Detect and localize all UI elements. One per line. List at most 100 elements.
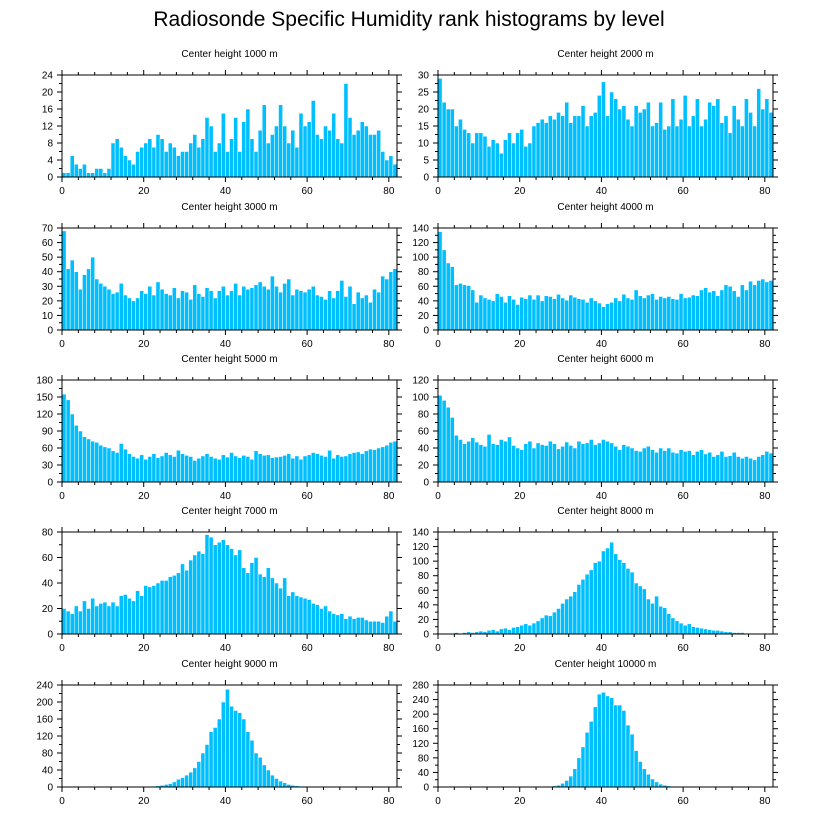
y-tick-label: 120 (412, 542, 429, 553)
histogram-bar (196, 457, 202, 483)
histogram-bar (499, 296, 504, 331)
histogram-bar (695, 295, 700, 331)
histogram-bar (266, 288, 271, 331)
histogram-bar (633, 750, 639, 788)
histogram-bar (654, 452, 659, 483)
histogram-bar (695, 627, 700, 635)
histogram-bar (682, 451, 688, 483)
histogram-bar (666, 613, 672, 635)
x-tick-label: 60 (678, 796, 690, 807)
histogram-bar (695, 451, 700, 483)
y-tick-label: 140 (412, 528, 429, 539)
histogram-bar (290, 591, 296, 635)
histogram-bar (735, 296, 741, 331)
histogram-bar (560, 297, 565, 331)
histogram-bar (78, 610, 83, 635)
histogram-bar (212, 297, 218, 331)
x-tick-label: 0 (59, 643, 65, 654)
histogram-bar (605, 547, 610, 635)
histogram-bar (327, 290, 332, 331)
histogram-bar (740, 457, 745, 483)
histogram-bar (531, 125, 537, 178)
histogram-bar (90, 172, 95, 178)
histogram-bar (388, 442, 394, 483)
y-tick-label: 20 (418, 615, 430, 626)
histogram-bar (650, 125, 655, 178)
histogram-bar (601, 439, 606, 483)
histogram-bar (560, 115, 565, 178)
x-tick-label: 60 (678, 186, 690, 197)
histogram-bar (315, 453, 320, 483)
histogram-bar (380, 275, 385, 331)
histogram-bar (233, 283, 238, 331)
histogram-bar (86, 438, 91, 483)
histogram-bar (102, 286, 108, 331)
histogram-bar (543, 445, 549, 483)
histogram-bar (376, 621, 381, 635)
histogram-bar (221, 113, 226, 178)
histogram-bar (666, 447, 672, 483)
histogram-bar (437, 78, 443, 178)
histogram-bar (151, 147, 157, 178)
histogram-bar (212, 457, 218, 483)
histogram-bar (298, 290, 304, 331)
y-tick-label: 140 (412, 224, 429, 235)
y-tick-label: 30 (42, 282, 54, 293)
histogram-bar (123, 594, 128, 635)
histogram-bar (597, 693, 602, 788)
histogram-bar (686, 450, 692, 483)
histogram-bar (503, 440, 508, 483)
histogram-bar (147, 586, 153, 635)
histogram-bar (715, 630, 721, 635)
y-tick-label: 120 (412, 739, 429, 750)
histogram-bar (306, 288, 312, 331)
histogram-bar (225, 544, 230, 635)
histogram-bar (621, 294, 627, 331)
histogram-bar (527, 440, 533, 483)
histogram-panel: Center height 5000 m 0 20 40 60 80 0 30 60 90 120 1… (36, 354, 402, 502)
y-tick-label: 15 (418, 122, 430, 133)
x-tick-label: 0 (59, 339, 65, 350)
histogram-bar (764, 451, 770, 483)
histogram-bar (135, 297, 140, 331)
histogram-bar (102, 601, 108, 635)
histogram-bar (613, 98, 619, 178)
histogram-bar (176, 572, 181, 635)
histogram-bar (319, 296, 324, 331)
histogram-bar (253, 450, 259, 483)
histogram-bar (229, 706, 234, 788)
histogram-bar (474, 441, 480, 483)
histogram-bar (711, 456, 717, 483)
histogram-bar (200, 138, 206, 178)
histogram-bar (208, 536, 214, 635)
histogram-bar (503, 302, 508, 331)
histogram-bar (560, 603, 565, 635)
histogram-bar (319, 138, 324, 178)
histogram-bar (278, 456, 283, 483)
histogram-bar (110, 142, 116, 178)
panel-title: Center height 8000 m (557, 506, 653, 517)
histogram-bar (445, 262, 451, 331)
histogram-bar (605, 115, 610, 178)
histogram-bar (151, 294, 157, 331)
histogram-bar (278, 104, 283, 178)
x-tick-label: 20 (514, 491, 526, 502)
histogram-bar (114, 452, 120, 483)
x-tick-label: 20 (514, 339, 526, 350)
histogram-bar (139, 290, 144, 331)
histogram-bar (355, 617, 361, 635)
histogram-bar (155, 134, 161, 178)
histogram-bar (580, 105, 586, 178)
histogram-bar (445, 108, 451, 178)
histogram-bar (527, 294, 533, 331)
histogram-bar (535, 442, 541, 483)
histogram-bar (617, 449, 623, 483)
histogram-bar (454, 435, 459, 483)
histogram-bar (592, 562, 598, 635)
histogram-bar (642, 447, 647, 483)
histogram-bar (527, 625, 533, 635)
x-tick-label: 20 (514, 643, 526, 654)
y-tick-label: 20 (42, 296, 54, 307)
y-tick-label: 180 (36, 376, 53, 387)
histogram-bar (384, 159, 390, 178)
